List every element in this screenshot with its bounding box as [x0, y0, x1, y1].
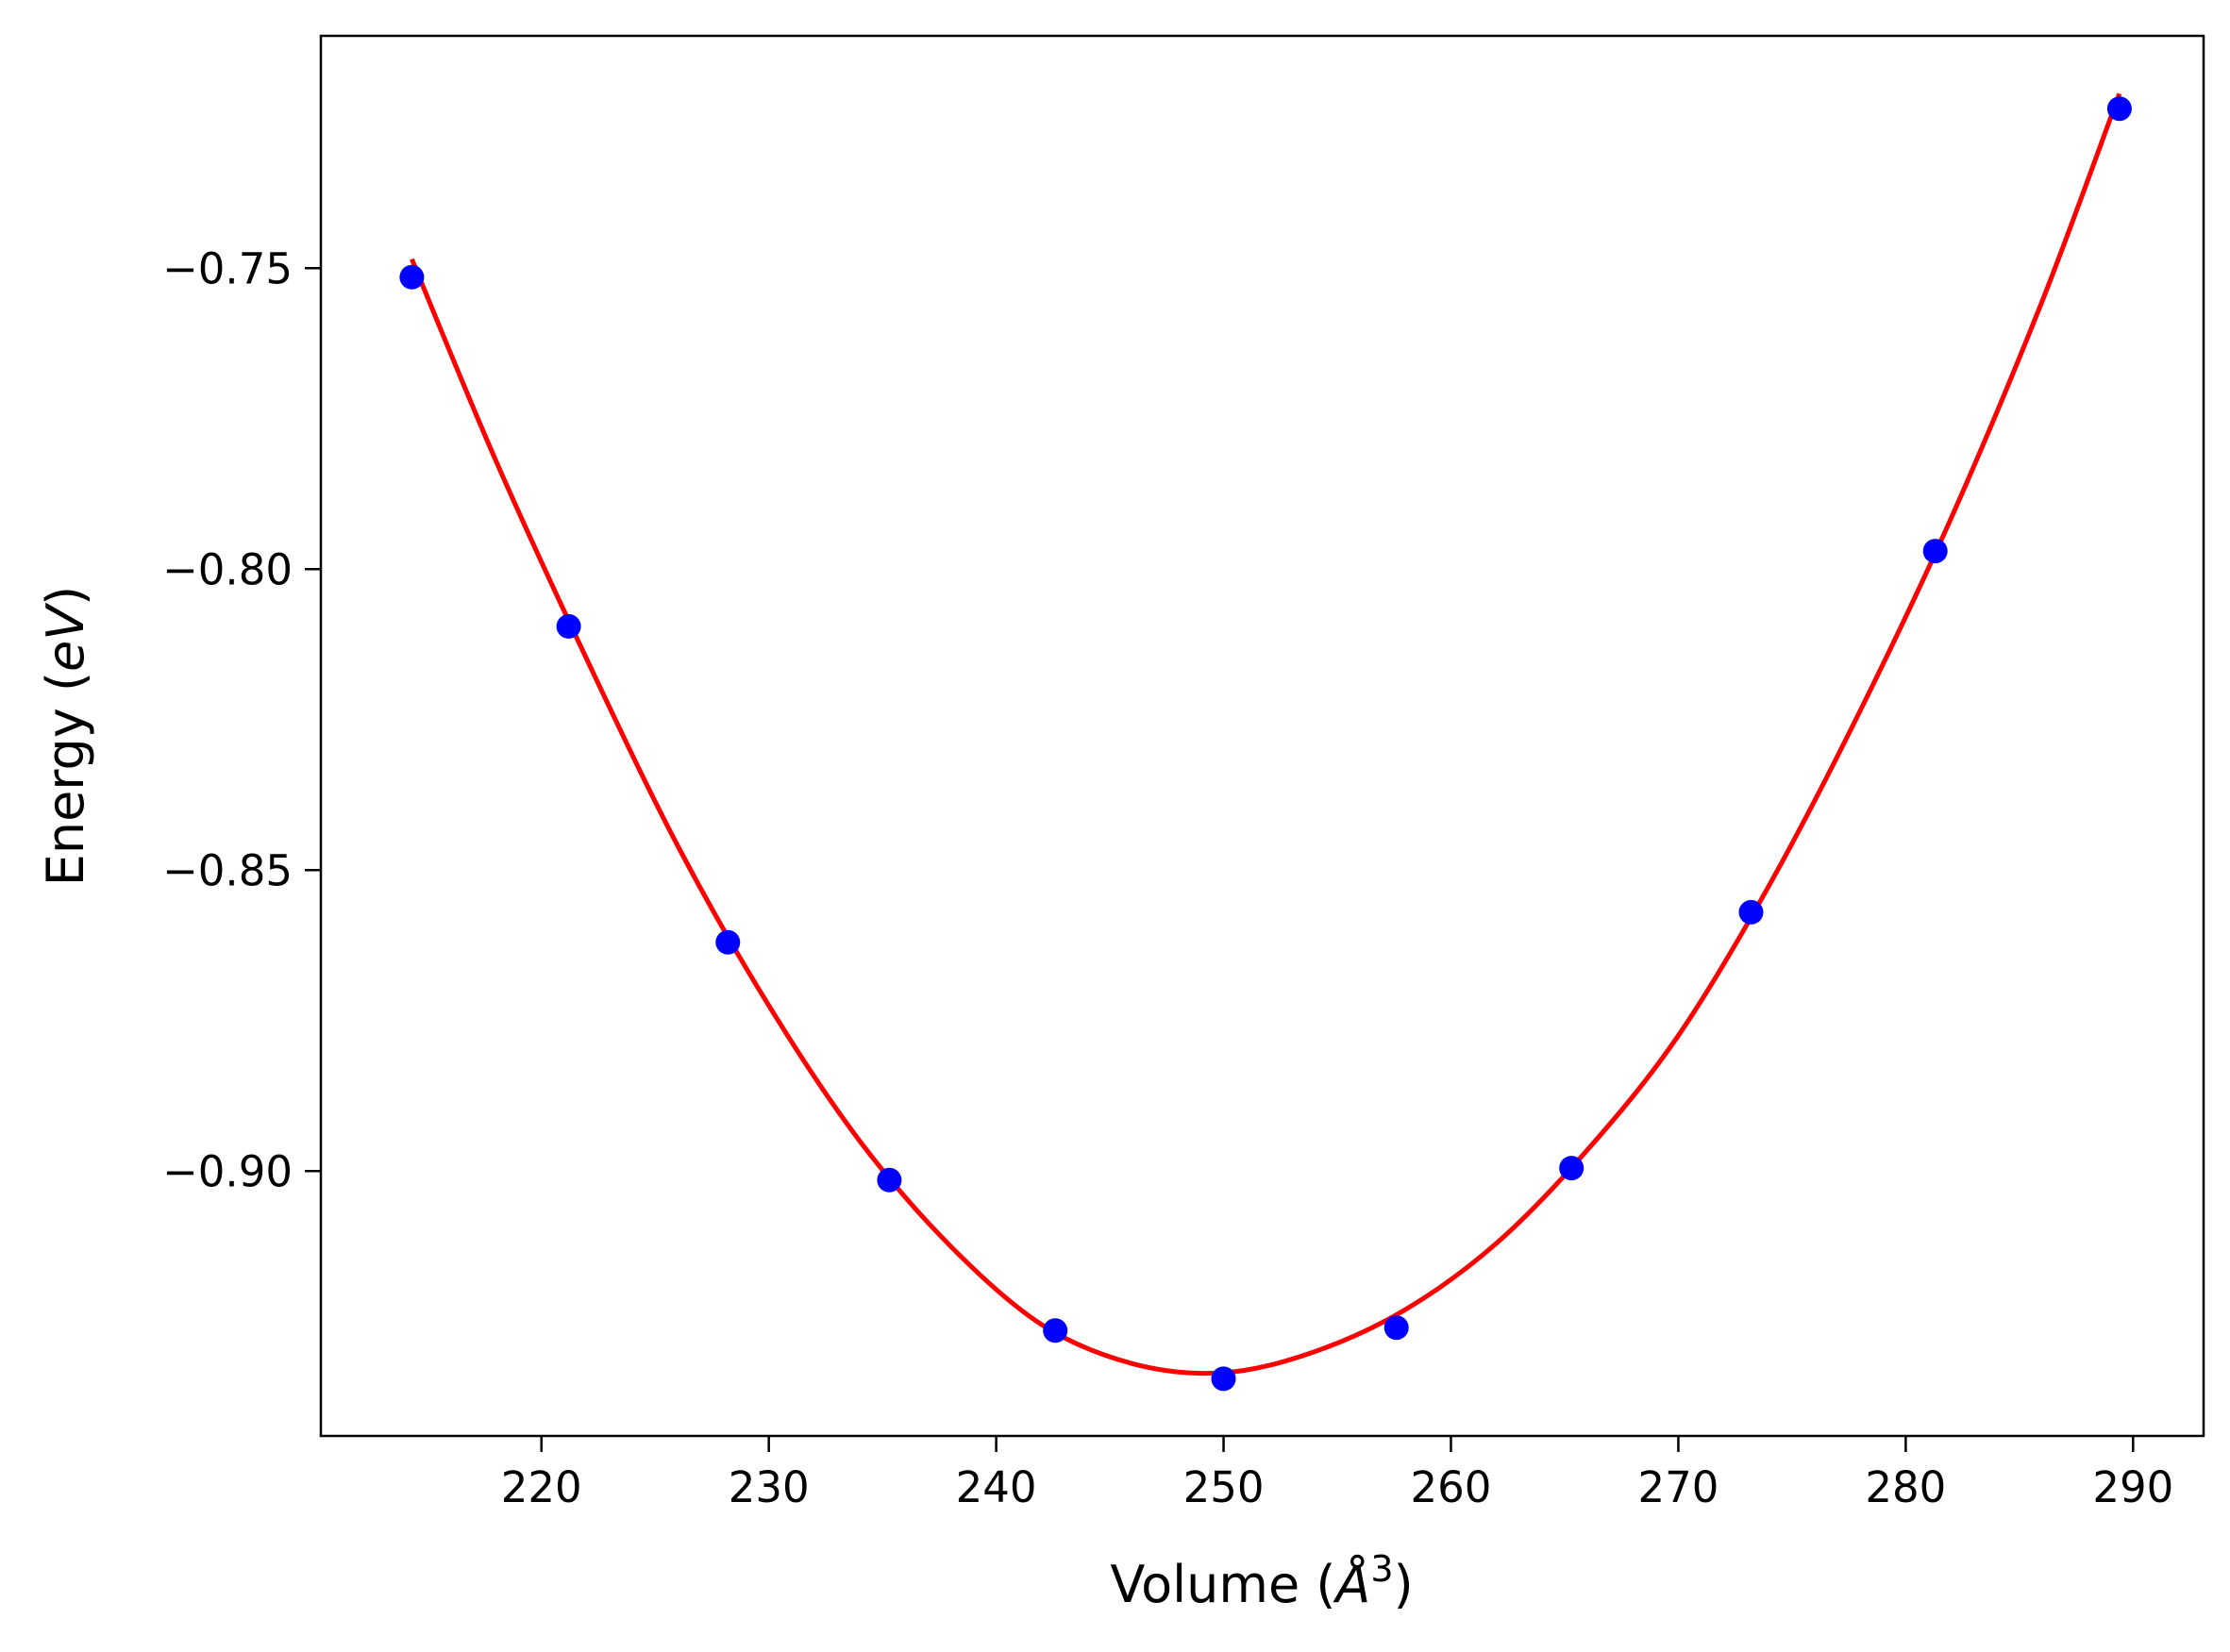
data-point [715, 929, 741, 955]
x-tick-label: 270 [1637, 1462, 1719, 1512]
x-tick-label: 260 [1411, 1462, 1492, 1512]
x-tick-label: 240 [956, 1462, 1037, 1512]
y-tick-label: −0.75 [162, 243, 293, 293]
data-point [877, 1167, 902, 1193]
y-axis-ticks: −0.75 −0.80 −0.85 −0.90 [162, 243, 321, 1196]
fit-curve [410, 92, 2122, 1377]
y-axis-label-variable: eV [36, 602, 95, 672]
y-axis-label: Energy (eV) [36, 586, 95, 887]
data-point [1559, 1156, 1584, 1181]
x-axis-label-suffix: ) [1394, 1555, 1414, 1614]
x-tick-label: 230 [729, 1462, 810, 1512]
data-point [556, 613, 581, 639]
x-tick-label: 280 [1865, 1462, 1946, 1512]
data-point [399, 264, 425, 290]
y-tick-label: −0.80 [162, 544, 293, 594]
x-axis-label-exponent: 3 [1370, 1548, 1393, 1590]
data-points-layer [399, 96, 2132, 1392]
y-axis-label-suffix: ) [36, 586, 95, 606]
y-axis-label-prefix: Energy ( [36, 672, 95, 886]
fit-curve-layer [410, 92, 2122, 1377]
data-point [1043, 1318, 1068, 1343]
data-point [1211, 1366, 1236, 1392]
x-tick-label: 220 [501, 1462, 582, 1512]
data-point [1738, 899, 1764, 925]
y-tick-label: −0.90 [162, 1146, 293, 1196]
x-axis-label: Volume (Å3) [1110, 1548, 1413, 1614]
plot-frame [319, 34, 2205, 1438]
x-axis-label-prefix: Volume ( [1110, 1555, 1335, 1614]
y-tick-label: −0.85 [162, 845, 293, 895]
data-point [2106, 96, 2132, 122]
data-point [1922, 539, 1948, 564]
x-axis-ticks: 220 230 240 250 260 270 280 290 [501, 1436, 2173, 1512]
x-axis-label-variable: Å [1333, 1554, 1370, 1614]
plot-area [321, 36, 2204, 1436]
x-tick-label: 250 [1183, 1462, 1265, 1512]
x-tick-label: 290 [2092, 1462, 2173, 1512]
data-point [1383, 1315, 1409, 1341]
